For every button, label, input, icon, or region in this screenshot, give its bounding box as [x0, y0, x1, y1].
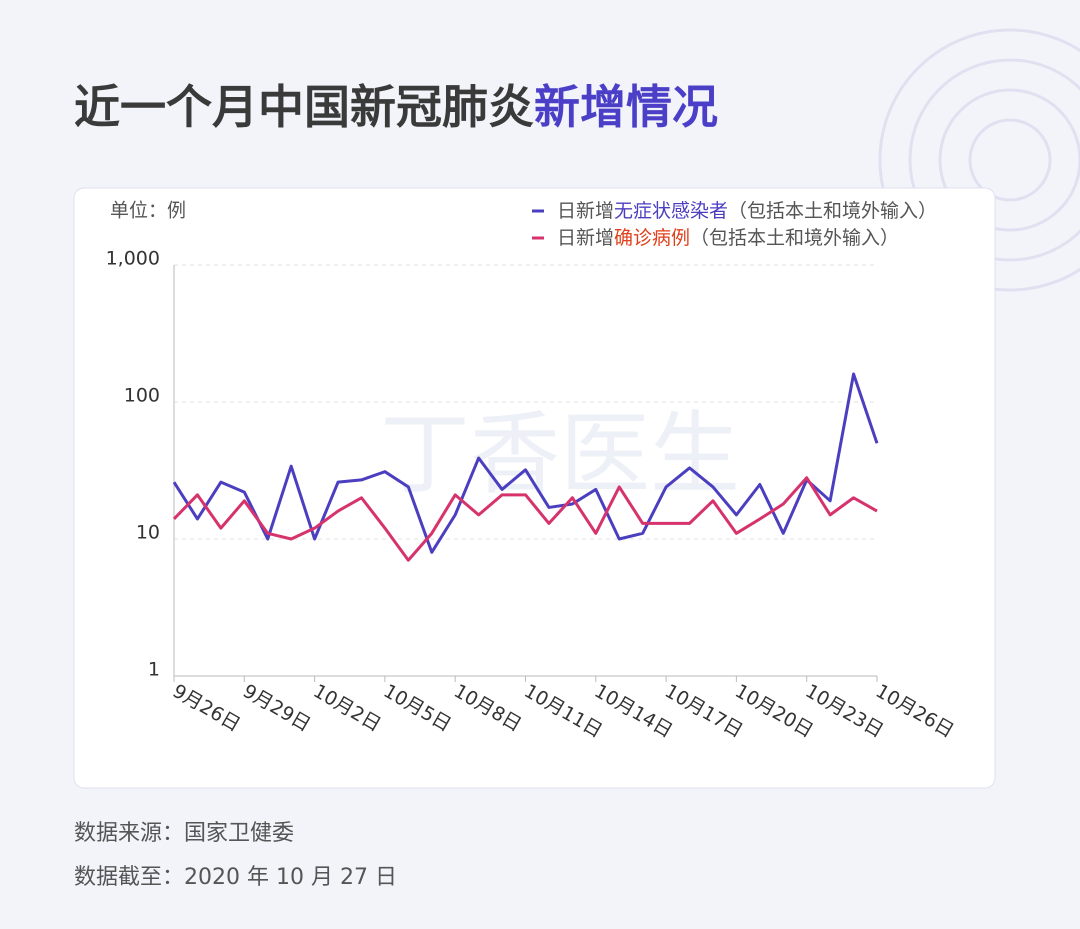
- y-tick-label: 100: [124, 385, 160, 407]
- title-highlight: 新增情况: [534, 80, 718, 134]
- card: [73, 187, 996, 789]
- y-tick-label: 10: [136, 522, 160, 544]
- legend-text: 无症状感染者: [614, 200, 728, 222]
- title-part: 近一个月中国新冠肺炎: [74, 80, 534, 134]
- unit: 单位：例: [110, 200, 186, 222]
- title: 近一个月中国新冠肺炎新增情况: [74, 80, 718, 134]
- legend-text: （包括本土和境外输入）: [728, 200, 937, 222]
- date-note: 数据截至：2020 年 10 月 27 日: [74, 865, 397, 890]
- legend-text: 日新增: [557, 200, 614, 222]
- legend-text: 确诊病例: [614, 227, 690, 249]
- source: 数据来源：国家卫健委: [74, 821, 294, 846]
- series-line: [172, 372, 879, 554]
- legend-text: 日新增: [557, 227, 614, 249]
- legend-entry: 日新增确诊病例（包括本土和境外输入）: [557, 227, 899, 249]
- y-tick-label: 1: [148, 659, 160, 681]
- watermark: 丁香医生: [380, 402, 740, 507]
- legend-entry: 日新增无症状感染者（包括本土和境外输入）: [557, 200, 937, 222]
- series-line: [172, 476, 878, 562]
- y-tick-label: 1,000: [106, 248, 160, 270]
- legend-text: （包括本土和境外输入）: [690, 227, 899, 249]
- decoration: [878, 28, 1080, 292]
